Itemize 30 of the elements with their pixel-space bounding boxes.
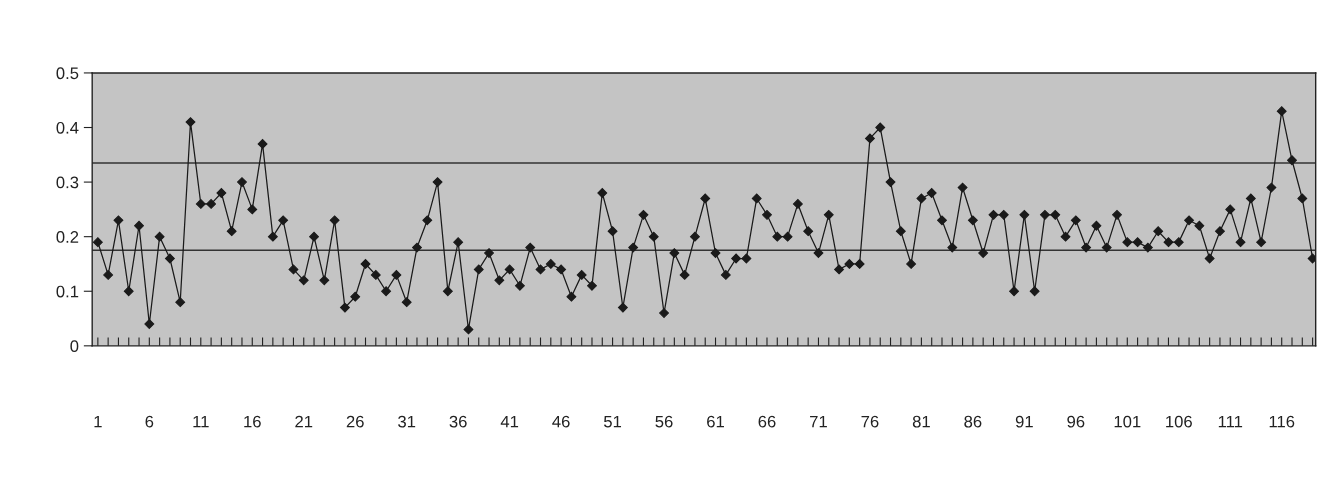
x-tick-label: 51 [603,415,622,428]
x-tick-label: 36 [449,415,467,428]
x-tick-label: 31 [398,415,416,428]
x-tick-label: 41 [500,415,519,428]
y-tick-label: 0.3 [56,176,79,189]
x-tick-label: 96 [1067,415,1085,428]
x-tick-label: 86 [964,415,982,428]
x-tick-label: 116 [1269,415,1295,428]
y-tick-label: 0.2 [56,231,79,243]
x-tick-label: 76 [861,415,879,428]
x-tick-label: 6 [145,415,154,428]
x-tick-label: 61 [707,415,724,428]
y-tick-label: 0.1 [56,285,79,298]
x-tick-label: 71 [810,415,827,428]
x-tick-label: 11 [193,415,209,428]
y-tick-label: 0 [70,340,79,353]
x-tick-label: 91 [1015,415,1033,428]
x-tick-label: 66 [758,415,776,428]
y-tick-label: 0.5 [56,67,79,80]
x-tick-label: 56 [655,415,673,428]
x-tick-label: 111 [1218,415,1243,428]
x-tick-label: 16 [244,415,261,428]
x-tick-label: 101 [1114,415,1141,428]
x-tick-label: 1 [94,415,102,428]
y-tick-label: 0.4 [56,121,79,134]
x-tick-label: 26 [346,415,364,428]
x-tick-label: 81 [912,415,930,428]
x-tick-label: 21 [295,415,313,428]
x-tick-label: 46 [552,415,570,428]
x-tick-label: 106 [1166,415,1192,428]
